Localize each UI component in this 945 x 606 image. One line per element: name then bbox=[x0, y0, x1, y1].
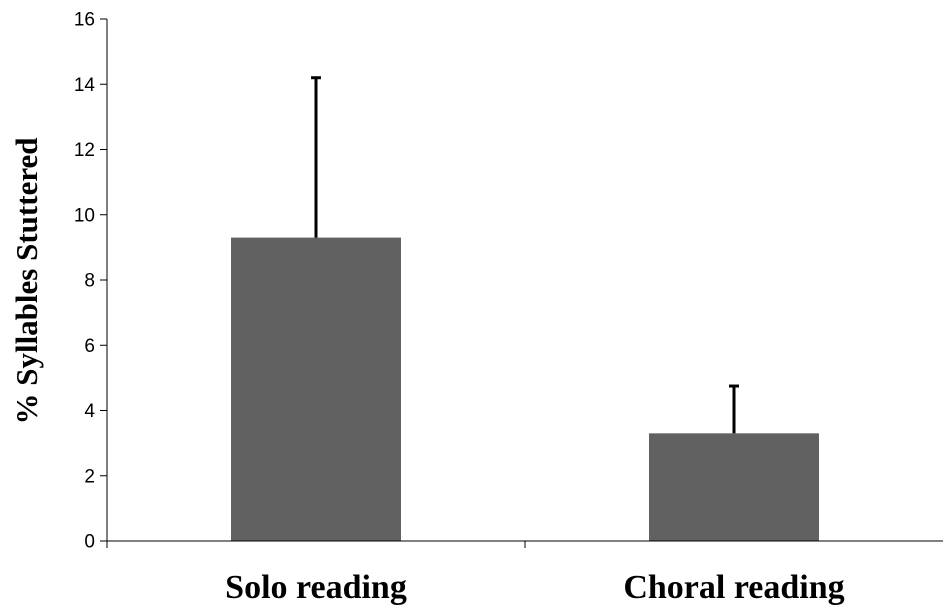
bar bbox=[649, 433, 819, 541]
y-axis-ticks: 0 2 4 6 8 10 12 14 16 bbox=[74, 10, 107, 553]
bars-group bbox=[231, 237, 819, 541]
x-category-label: Choral reading bbox=[623, 569, 844, 606]
y-tick-label: 2 bbox=[84, 466, 95, 487]
axes-group bbox=[106, 19, 943, 548]
y-axis-title-group: % Syllables Stuttered bbox=[9, 137, 44, 424]
y-tick-label: 10 bbox=[74, 205, 95, 226]
x-category-label: Solo reading bbox=[225, 569, 407, 606]
error-bars-group bbox=[311, 76, 739, 434]
y-tick-label: 12 bbox=[74, 140, 95, 161]
x-axis-labels: Solo reading Choral reading bbox=[225, 569, 845, 606]
y-tick-label: 14 bbox=[74, 75, 96, 96]
y-tick-label: 16 bbox=[74, 10, 95, 31]
y-axis-title: % Syllables Stuttered bbox=[9, 137, 44, 424]
bar bbox=[231, 237, 401, 541]
y-tick-label: 0 bbox=[84, 532, 95, 553]
y-tick-label: 8 bbox=[84, 271, 95, 292]
y-tick-label: 4 bbox=[84, 401, 95, 422]
y-tick-label: 6 bbox=[84, 336, 95, 357]
